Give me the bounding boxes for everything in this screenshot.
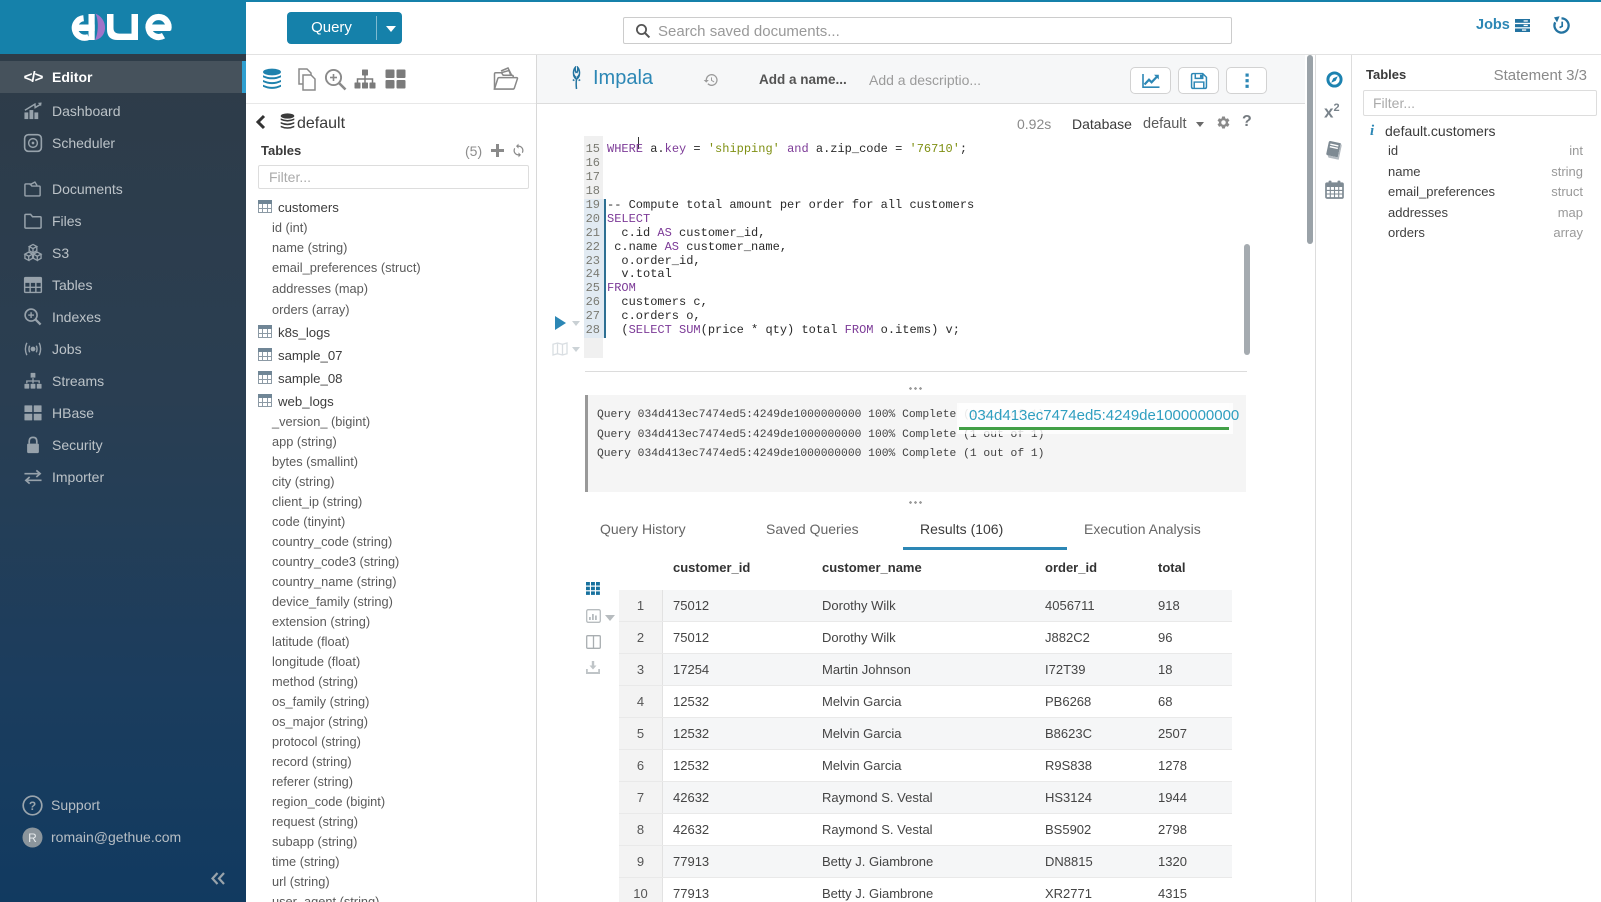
- svg-text:R: R: [28, 831, 37, 845]
- svg-text:?: ?: [29, 799, 36, 813]
